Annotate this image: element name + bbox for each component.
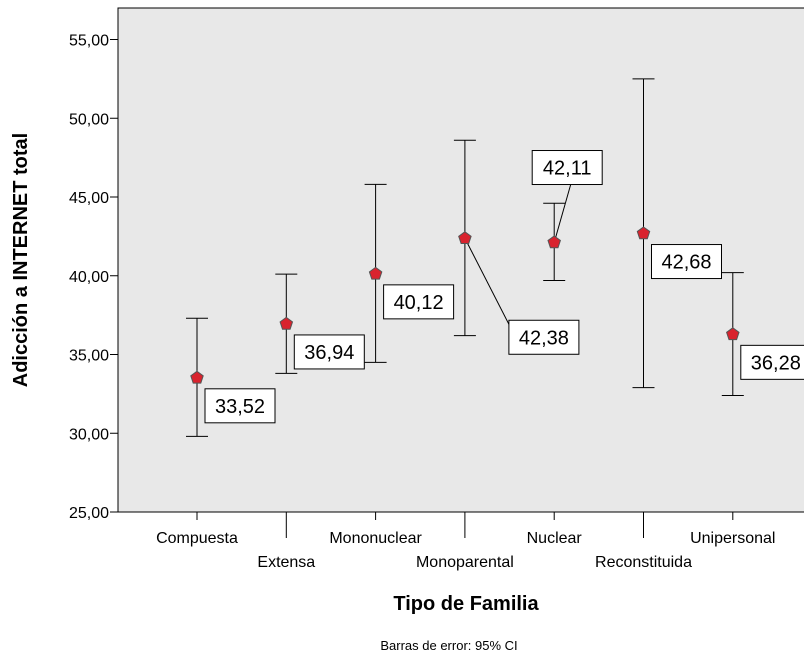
data-label-box — [383, 284, 455, 320]
data-label-box — [531, 150, 603, 186]
mean-marker — [279, 316, 294, 330]
data-label-box — [204, 388, 276, 424]
x-category-label: Monoparental — [416, 554, 514, 571]
data-label: 42,38 — [519, 327, 569, 349]
data-label: 33,52 — [215, 396, 265, 418]
chart-marks: 25,00 30,00 35,00 40,00 45,00 50,00 55,00 Compu… — [69, 33, 804, 571]
data-label-box — [740, 344, 804, 380]
error-bar-group: 36,94 — [275, 273, 365, 374]
data-label-leader — [553, 184, 572, 243]
data-label: 36,94 — [304, 342, 354, 364]
data-label: 40,12 — [394, 292, 444, 314]
y-tick-label: 40,00 — [69, 269, 109, 286]
data-label: 42,68 — [661, 252, 711, 274]
y-tick-label: 30,00 — [69, 426, 109, 443]
y-axis-title: Adicción a INTERNET total — [10, 133, 32, 387]
data-label-box — [293, 334, 365, 370]
error-bar-group: 40,12 — [364, 183, 455, 363]
x-category-label: Reconstituida — [595, 554, 692, 571]
error-bar-group: 36,28 — [721, 272, 804, 396]
mean-marker — [190, 370, 204, 384]
y-tick-label: 55,00 — [69, 33, 109, 50]
data-label: 42,11 — [543, 158, 592, 180]
data-label: 36,28 — [751, 352, 801, 374]
x-category-label: Mononuclear — [329, 530, 422, 547]
y-tick-label: 35,00 — [69, 348, 109, 365]
error-bar-footnote: Barras de error: 95% CI — [380, 638, 517, 653]
error-bar-group: 42,38 — [453, 139, 580, 355]
data-label-leader — [464, 238, 510, 325]
mean-marker — [726, 327, 740, 341]
mean-marker — [458, 231, 472, 244]
y-tick-label: 50,00 — [69, 111, 109, 128]
data-label-box — [651, 244, 722, 280]
y-tick-label: 45,00 — [69, 190, 109, 207]
error-bar-group: 33,52 — [186, 317, 276, 437]
x-category-label: Nuclear — [527, 530, 583, 547]
mean-marker — [547, 235, 561, 249]
y-tick-label: 25,00 — [69, 505, 109, 522]
x-category-label: Extensa — [257, 554, 315, 571]
x-axis-title: Tipo de Familia — [393, 593, 539, 615]
mean-marker — [636, 226, 651, 240]
data-label-box — [508, 319, 580, 355]
x-category-label: Unipersonal — [690, 530, 775, 547]
mean-marker — [368, 266, 383, 280]
error-bar-group: 42,68 — [632, 78, 722, 389]
error-bar-group: 42,11 — [531, 150, 603, 281]
x-category-label: Compuesta — [156, 530, 238, 547]
